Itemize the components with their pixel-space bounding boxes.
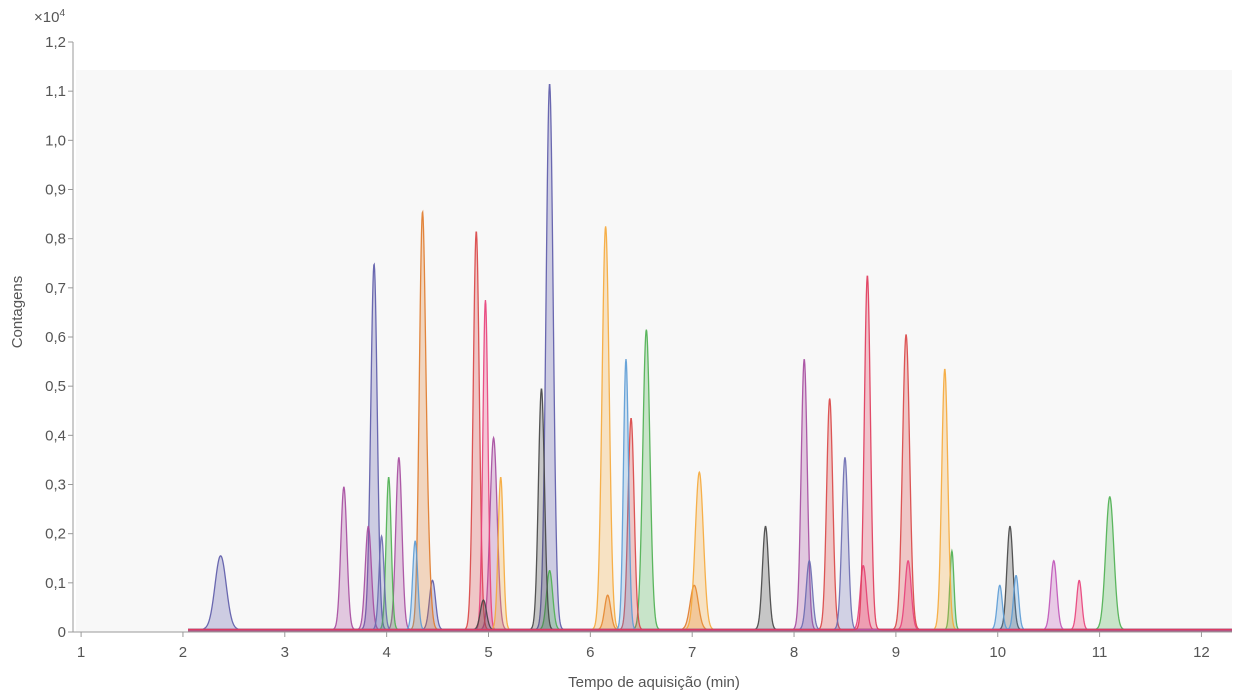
y-tick-label: 0,3 (45, 477, 66, 494)
x-tick-label: 10 (989, 644, 1006, 661)
x-tick-label: 11 (1092, 644, 1108, 661)
x-tick-label: 6 (586, 644, 594, 661)
y-tick-label: 0,2 (45, 526, 66, 543)
y-tick-label: 1,0 (45, 132, 66, 149)
y-tick-label: 0,7 (45, 280, 66, 297)
x-tick-label: 8 (790, 644, 798, 661)
y-tick-label: 0,8 (45, 231, 66, 248)
x-tick-label: 12 (1193, 644, 1210, 661)
y-tick-label: 0,6 (45, 329, 66, 346)
x-tick-label: 3 (281, 644, 289, 661)
y-tick-label: 1,2 (45, 34, 66, 51)
x-tick-label: 1 (77, 644, 85, 661)
y-tick-label: 0,5 (45, 378, 66, 395)
x-tick-label: 4 (382, 644, 390, 661)
x-tick-label: 5 (484, 644, 492, 661)
y-axis-title: Contagens (9, 276, 26, 349)
series-line-12 (188, 275, 1232, 631)
x-axis-ticks: 1 2 3 4 5 6 7 8 9 10 11 12 (77, 632, 1210, 661)
y-tick-label: 1,1 (45, 83, 66, 100)
chromatogram-traces (188, 84, 1232, 633)
y-tick-label: 0 (58, 624, 66, 641)
plot-background (76, 70, 1232, 632)
x-tick-label: 2 (179, 644, 187, 661)
x-tick-label: 7 (688, 644, 696, 661)
y-tick-label: 0,1 (45, 575, 66, 592)
y-tick-label: 0,4 (45, 427, 66, 444)
x-tick-label: 9 (892, 644, 900, 661)
x-axis-title: Tempo de aquisição (min) (568, 674, 740, 691)
y-multiplier: ×104 (34, 8, 65, 26)
y-axis-ticks: 0 0,1 0,2 0,3 0,4 0,5 0,6 0,7 0,8 0,9 1,0 1,1 1,2 (45, 34, 73, 641)
y-tick-label: 0,9 (45, 182, 66, 199)
